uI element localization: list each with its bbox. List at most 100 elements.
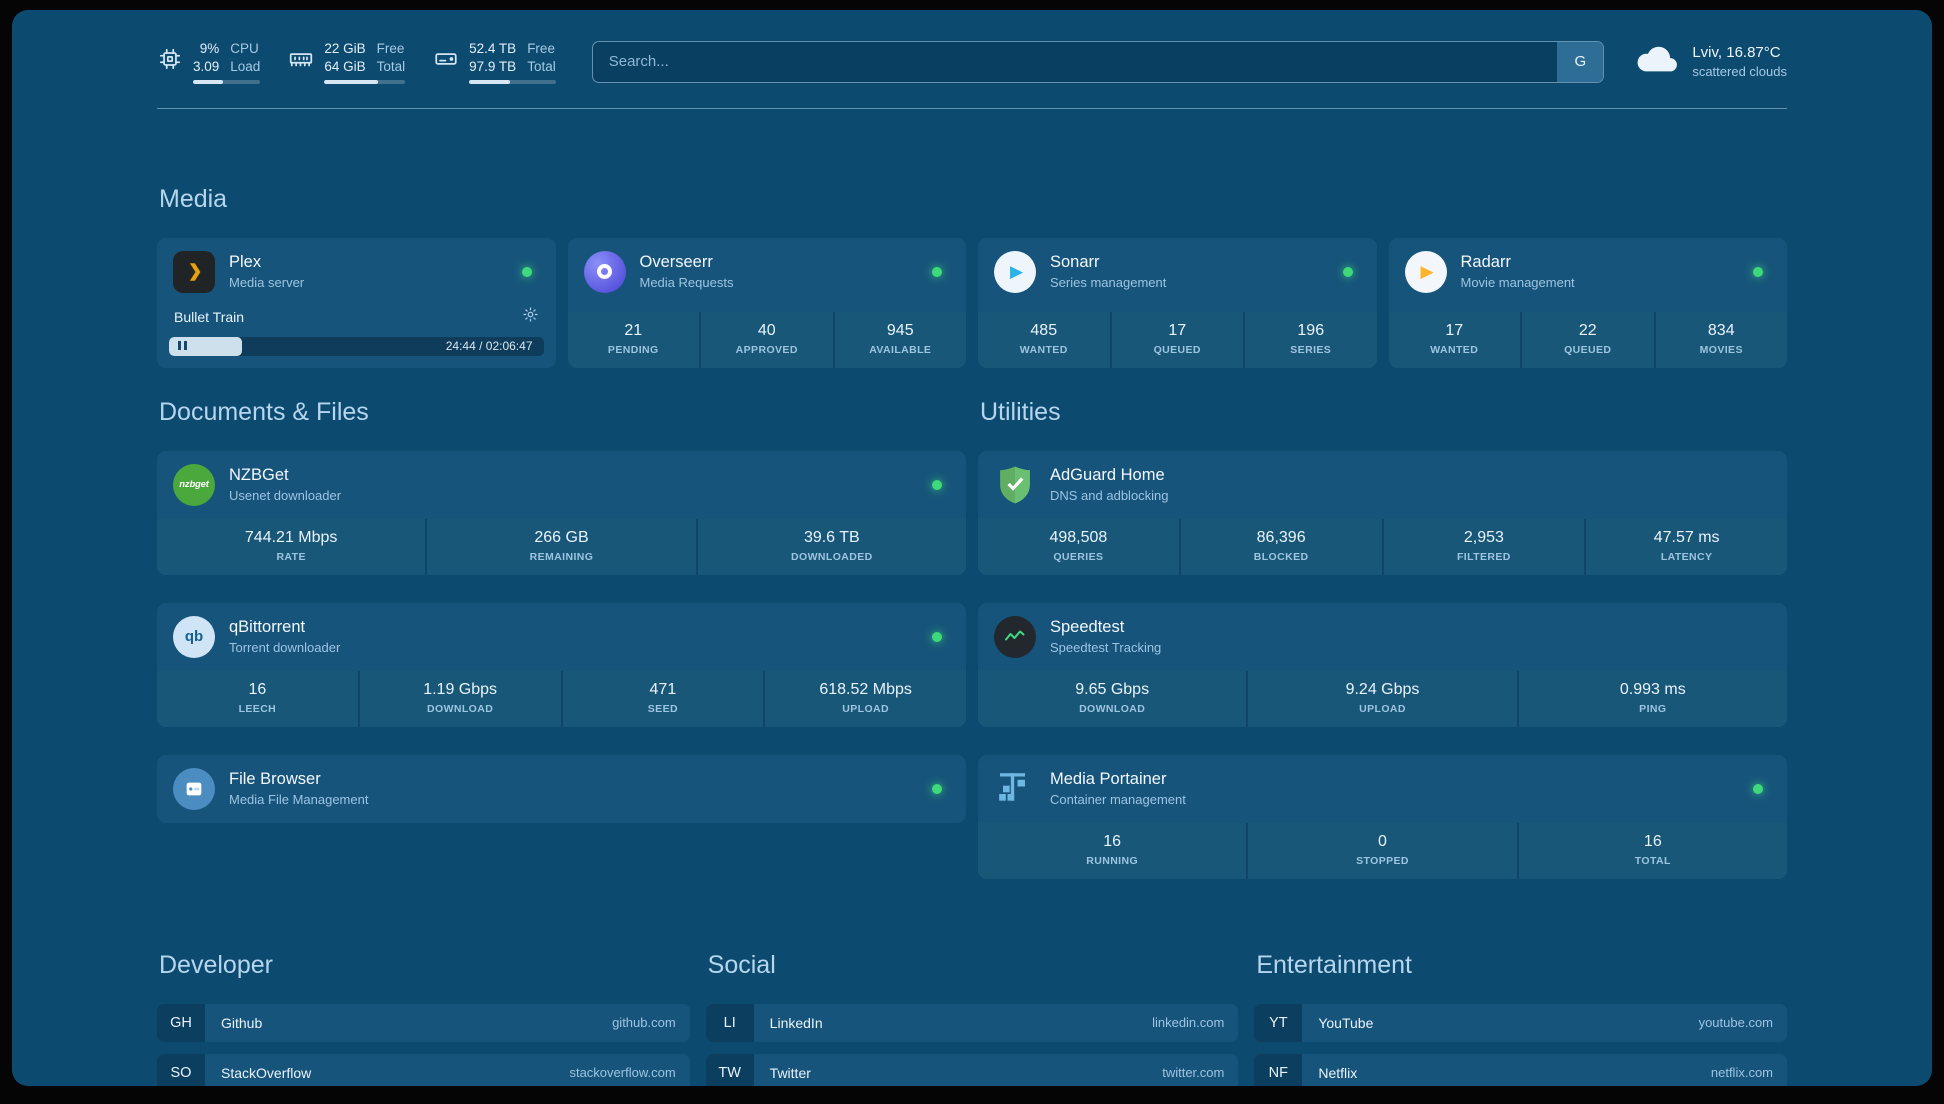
bookmark-stackoverflow[interactable]: SO StackOverflow stackoverflow.com: [157, 1053, 690, 1086]
bookmark-github[interactable]: GH Github github.com: [157, 1003, 690, 1042]
stat-value: 21: [624, 321, 643, 339]
qbittorrent-icon: qb: [173, 615, 215, 658]
service-name: Sonarr: [1050, 253, 1100, 272]
service-link-overseerr[interactable]: Overseerr Media Requests: [568, 238, 967, 306]
adguard-icon: [994, 464, 1036, 506]
disk-free-label: Free: [527, 41, 555, 56]
memory-free-value: 22 GiB: [324, 41, 366, 56]
stat-label: LEECH: [238, 702, 277, 715]
service-link-speedtest[interactable]: Speedtest Speedtest Tracking: [978, 603, 1787, 671]
service-desc: Speedtest Tracking: [1050, 640, 1162, 656]
service-link-qbittorrent[interactable]: qb qBittorrent Torrent downloader: [157, 603, 966, 671]
stat: 86,396 BLOCKED: [1180, 518, 1382, 575]
nzbget-icon: nzbget: [173, 463, 215, 506]
stat-value: 618.52 Mbps: [819, 680, 912, 698]
service-link-filebrowser[interactable]: File Browser Media File Management: [157, 755, 966, 823]
service-card-adguard: AdGuard Home DNS and adblocking 498,508 …: [978, 450, 1787, 575]
section-title-utilities: Utilities: [980, 397, 1061, 426]
stat-label: LATENCY: [1660, 550, 1713, 563]
service-card-plex: Plex Media server Bullet Train: [157, 237, 556, 368]
service-card-filebrowser: File Browser Media File Management: [157, 754, 966, 823]
disk-total-label: Total: [527, 58, 556, 74]
stat-value: 266 GB: [534, 528, 589, 546]
documents-section: Documents & Files nzbget NZBGet Usenet d…: [157, 398, 966, 907]
stat-value: 16: [1643, 832, 1662, 850]
bookmark-group-social: Social LI LinkedIn linkedin.com TW Twitt…: [705, 951, 1239, 1086]
memory-icon: [288, 46, 314, 77]
disk-icon: [433, 46, 459, 77]
search-bar: G: [591, 40, 1605, 83]
stat-value: 16: [248, 680, 267, 698]
bookmark-group-developer: Developer GH Github github.com SO StackO…: [157, 951, 690, 1086]
service-stats: 16 LEECH 1.19 Gbps DOWNLOAD 471 SEED 618…: [157, 670, 966, 727]
plex-now-playing: Bullet Train 24:44 / 02:06:47: [157, 306, 556, 368]
bookmark-twitter[interactable]: TW Twitter twitter.com: [705, 1053, 1239, 1086]
stat: 16 TOTAL: [1518, 822, 1787, 879]
service-desc: DNS and adblocking: [1050, 488, 1169, 504]
stat: 1.19 Gbps DOWNLOAD: [359, 670, 561, 727]
cpu-icon: [157, 46, 183, 77]
top-bar: 9% 3.09 CPU Load: [157, 40, 1787, 84]
stat: 16 LEECH: [157, 670, 358, 727]
stat-value: 39.6 TB: [803, 528, 860, 546]
gear-icon[interactable]: [522, 306, 539, 328]
sonarr-icon: ▶: [994, 250, 1036, 293]
service-link-sonarr[interactable]: ▶ Sonarr Series management: [978, 238, 1377, 306]
search-input[interactable]: [592, 41, 1558, 82]
stat-label: TOTAL: [1634, 854, 1671, 867]
stat-value: 40: [757, 321, 776, 339]
service-link-plex[interactable]: Plex Media server: [157, 238, 556, 306]
stat-value: 0: [1378, 832, 1387, 850]
cloud-icon: [1634, 41, 1680, 82]
section-title-developer: Developer: [159, 950, 273, 979]
service-card-radarr: ▶ Radarr Movie management 17 WANTED 22 Q…: [1388, 237, 1788, 368]
service-link-radarr[interactable]: ▶ Radarr Movie management: [1389, 238, 1788, 306]
playback-progress-bar: 24:44 / 02:06:47: [169, 336, 544, 356]
bookmark-name: LinkedIn: [769, 1014, 823, 1031]
stat: 16 RUNNING: [978, 822, 1247, 879]
stat-value: 744.21 Mbps: [244, 528, 338, 546]
search-provider-button[interactable]: G: [1557, 41, 1604, 82]
service-name: File Browser: [229, 770, 321, 789]
media-section: Media Plex Media server Bullet Train: [157, 185, 1787, 368]
memory-progress-bar: [324, 79, 406, 84]
bookmark-linkedin[interactable]: LI LinkedIn linkedin.com: [705, 1003, 1239, 1042]
bookmark-abbr: YT: [1254, 1003, 1303, 1042]
section-title-media: Media: [159, 184, 228, 213]
stat-label: STOPPED: [1356, 854, 1409, 867]
service-stats: 17 WANTED 22 QUEUED 834 MOVIES: [1388, 311, 1787, 368]
stat: 17 QUEUED: [1111, 311, 1243, 368]
stat-value: 2,953: [1463, 528, 1504, 546]
bookmark-youtube[interactable]: YT YouTube youtube.com: [1254, 1003, 1788, 1042]
stat-label: BLOCKED: [1253, 550, 1309, 563]
stat-label: AVAILABLE: [869, 343, 932, 356]
stat-value: 834: [1707, 321, 1735, 339]
bookmark-abbr: GH: [157, 1003, 205, 1042]
disk-widget: 52.4 TB 97.9 TB Free Total: [433, 40, 556, 84]
cpu-usage-value: 9%: [199, 41, 220, 56]
service-link-nzbget[interactable]: nzbget NZBGet Usenet downloader: [157, 451, 966, 519]
service-link-portainer[interactable]: Media Portainer Container management: [978, 755, 1787, 823]
stat: 196 SERIES: [1245, 311, 1377, 368]
bookmark-netflix[interactable]: NF Netflix netflix.com: [1254, 1053, 1788, 1086]
stat-value: 16: [1103, 832, 1122, 850]
bookmark-abbr: SO: [157, 1053, 205, 1086]
stat: 9.24 Gbps UPLOAD: [1248, 670, 1517, 727]
cpu-load-label: Load: [230, 58, 261, 74]
bookmark-domain: netflix.com: [1710, 1065, 1774, 1081]
service-name: Radarr: [1460, 253, 1511, 272]
stat-label: RUNNING: [1086, 854, 1139, 867]
filebrowser-icon: [173, 767, 215, 810]
stat-value: 945: [886, 321, 914, 339]
service-card-portainer: Media Portainer Container management 16 …: [978, 754, 1787, 879]
playback-time: 24:44 / 02:06:47: [445, 338, 533, 353]
stat-label: DOWNLOAD: [1079, 702, 1146, 715]
service-card-qbittorrent: qb qBittorrent Torrent downloader 16 LEE…: [157, 602, 966, 727]
stat-value: 498,508: [1049, 528, 1108, 546]
stat-value: 471: [649, 680, 677, 698]
service-link-adguard[interactable]: AdGuard Home DNS and adblocking: [978, 451, 1787, 519]
bookmark-abbr: LI: [705, 1003, 754, 1042]
bookmark-name: Github: [221, 1014, 263, 1031]
bookmark-abbr: NF: [1254, 1053, 1303, 1086]
stat-label: QUEUED: [1153, 343, 1201, 356]
